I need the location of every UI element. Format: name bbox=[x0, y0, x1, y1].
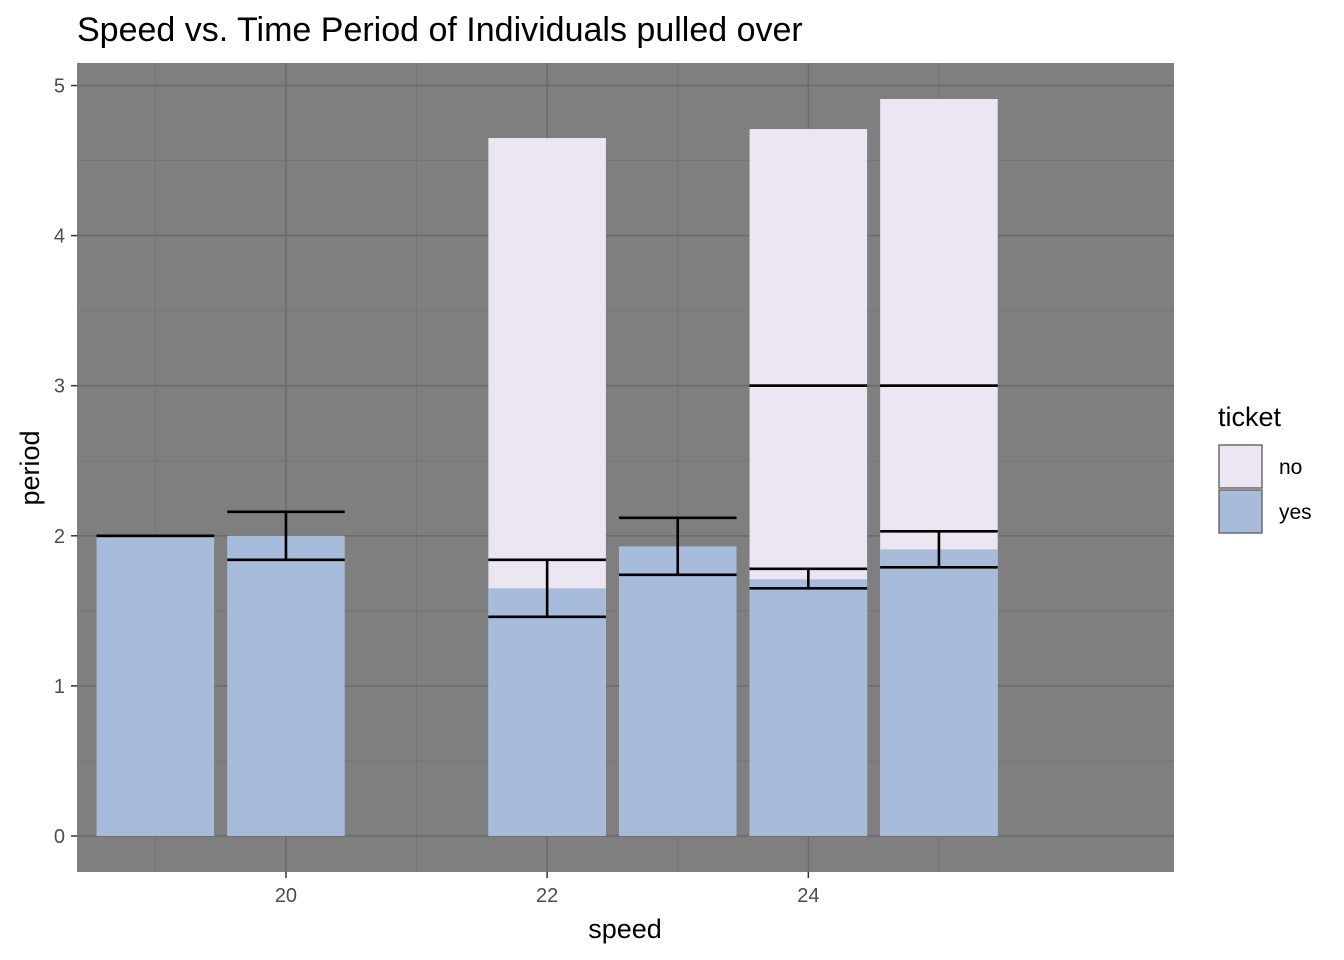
y-tick-label: 5 bbox=[54, 76, 65, 98]
error-bars bbox=[96, 384, 998, 619]
error-bar bbox=[880, 529, 998, 569]
legend: ticket no yes bbox=[1218, 402, 1312, 534]
legend-key-no bbox=[1218, 444, 1263, 489]
x-tick-label: 22 bbox=[536, 885, 558, 907]
legend-title: ticket bbox=[1218, 402, 1282, 432]
bar-yes bbox=[227, 535, 345, 836]
legend-label-yes: yes bbox=[1279, 501, 1312, 524]
y-tick-label: 4 bbox=[54, 226, 65, 248]
x-axis-title: speed bbox=[588, 914, 662, 944]
y-tick-label: 3 bbox=[54, 376, 65, 398]
bar-yes bbox=[488, 588, 606, 836]
legend-entry-no: no bbox=[1218, 444, 1302, 489]
y-axis-title: period bbox=[15, 430, 45, 505]
y-tick-label: 1 bbox=[54, 676, 65, 698]
bar-yes bbox=[749, 579, 868, 836]
error-bar bbox=[749, 567, 868, 590]
x-tick-label: 24 bbox=[797, 885, 819, 907]
bar-yes bbox=[880, 549, 998, 836]
error-bar bbox=[227, 510, 345, 562]
x-axis-ticks: 20 22 24 bbox=[275, 872, 819, 907]
legend-entries: no yes bbox=[1218, 444, 1312, 534]
bar-yes bbox=[618, 546, 737, 836]
legend-key-yes bbox=[1218, 489, 1263, 534]
error-bar bbox=[488, 558, 606, 619]
legend-label-no: no bbox=[1279, 456, 1302, 479]
bar-yes bbox=[96, 535, 215, 836]
y-axis-ticks: 0 1 2 3 4 5 bbox=[54, 76, 77, 848]
x-tick-label: 20 bbox=[275, 885, 297, 907]
bars bbox=[96, 99, 998, 836]
y-tick-label: 2 bbox=[54, 526, 65, 548]
error-bar bbox=[618, 516, 737, 577]
y-tick-label: 0 bbox=[54, 826, 65, 848]
legend-entry-yes: yes bbox=[1218, 489, 1312, 534]
chart-title: Speed vs. Time Period of Individuals pul… bbox=[77, 11, 803, 49]
